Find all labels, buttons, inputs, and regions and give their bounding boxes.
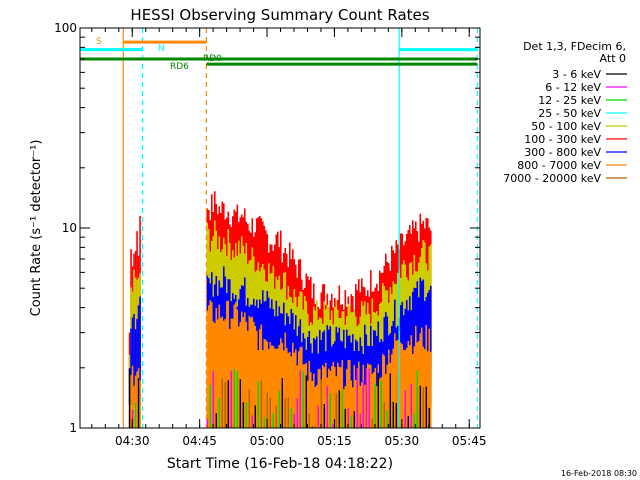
flag-label-n: N <box>158 44 165 54</box>
x-axis-label: Start Time (16-Feb-18 04:18:22) <box>167 456 393 472</box>
footer-timestamp: 16-Feb-2018 08:30 <box>561 469 637 478</box>
y-tick-label: 100 <box>54 21 77 35</box>
legend-header: Det 1,3, FDecim 6, <box>523 40 626 53</box>
legend-label: 100 - 300 keV <box>524 133 601 146</box>
legend-header: Att 0 <box>600 52 626 65</box>
x-tick-label: 04:45 <box>182 434 217 448</box>
plot-area: S N RD0 RD6 1 10 100 04:30 04:45 05:00 05:15 05:30 0… <box>54 21 486 448</box>
chart-title: HESSI Observing Summary Count Rates <box>130 6 429 24</box>
legend-label: 12 - 25 keV <box>538 94 601 107</box>
y-axis-label: Count Rate (s⁻¹ detector⁻¹) <box>29 140 44 317</box>
y-tick-label: 1 <box>69 421 77 435</box>
x-tick-label: 05:45 <box>452 434 487 448</box>
legend-label: 25 - 50 keV <box>538 107 601 120</box>
x-tick-label: 05:00 <box>250 434 285 448</box>
legend-label: 7000 - 20000 keV <box>503 172 601 185</box>
flag-label-s: S <box>96 37 102 47</box>
flag-label-rd0: RD0 <box>203 54 222 64</box>
legend-label: 300 - 800 keV <box>524 146 601 159</box>
legend-label: 50 - 100 keV <box>531 120 601 133</box>
x-tick-label: 05:30 <box>385 434 420 448</box>
legend-label: 6 - 12 keV <box>545 81 601 94</box>
flag-label-rd6: RD6 <box>170 62 189 72</box>
legend-label: 800 - 7000 keV <box>517 159 601 172</box>
x-tick-label: 05:15 <box>317 434 352 448</box>
legend-label: 3 - 6 keV <box>552 68 601 81</box>
y-tick-label: 10 <box>62 221 77 235</box>
x-tick-label: 04:30 <box>115 434 150 448</box>
